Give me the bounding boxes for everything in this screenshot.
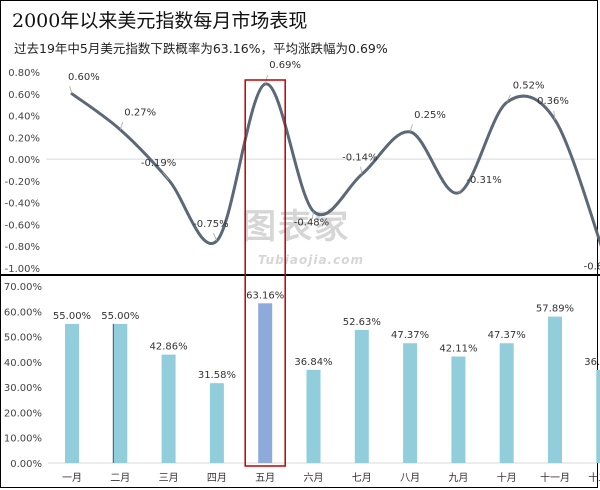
line-chart: 0.80% 0.60% 0.40% 0.20% 0.00% -0.20% -0.40% -0.… (5, 60, 600, 275)
bar-y-tick: 0.00% (10, 459, 42, 470)
line-data-label: -0.48% (294, 217, 329, 228)
line-data-label: -0.19% (141, 158, 176, 169)
line-series (70, 82, 600, 247)
line-data-label: 0.69% (269, 60, 301, 71)
bar (306, 369, 321, 463)
line-data-label: -0.85% (584, 262, 600, 273)
line-y-tick: -1.00% (5, 264, 40, 275)
line-y-tick: 0.60% (8, 90, 40, 101)
bar-y-tick: 10.00% (4, 434, 42, 445)
line-data-label: -0.14% (342, 152, 377, 163)
line-label-leader (311, 211, 314, 220)
line-label-leader (69, 85, 73, 94)
x-category-label: 三月 (159, 472, 179, 484)
line-data-label: 0.52% (513, 80, 545, 91)
bar-data-label: 31.58% (198, 370, 236, 381)
bar (258, 303, 273, 463)
bar-data-label: 52.63% (343, 317, 381, 328)
bar-data-label: 57.89% (536, 304, 574, 315)
chart-title: 2000年以来美元指数每月市场表现 (12, 10, 308, 32)
line-label-leader (360, 166, 363, 175)
bar-y-tick: 50.00% (4, 333, 42, 344)
bar-y-tick: 30.00% (4, 383, 42, 394)
bar-y-tick: 40.00% (4, 358, 42, 369)
watermark: 图表家 Tubiaojia.com (242, 207, 364, 267)
line-y-tick: -0.80% (5, 242, 40, 253)
bar-y-tick: 60.00% (4, 307, 42, 318)
bar (403, 343, 418, 463)
bar-data-label: 47.37% (488, 330, 526, 341)
line-label-leader (553, 111, 556, 120)
x-category-label: 十一月 (540, 471, 570, 484)
line-label-leader (162, 171, 169, 181)
highlight-box (244, 79, 286, 467)
x-category-label: 十月 (497, 471, 517, 484)
x-category-label: 一月 (62, 472, 82, 484)
x-category-label: 六月 (304, 472, 324, 484)
line-label-leader (506, 94, 511, 103)
line-data-label: -0.31% (466, 175, 501, 186)
x-category-label: 七月 (352, 472, 372, 484)
bar (113, 323, 128, 463)
bar-data-label: 55.00% (53, 311, 91, 322)
chart-subtitle: 过去19年中5月美元指数下跌概率为63.16%，平均涨跌幅为0.69% (14, 41, 388, 56)
line-data-label: 0.60% (68, 72, 100, 83)
line-data-label: -0.75% (193, 219, 228, 230)
line-label-leader (212, 232, 218, 241)
bar-data-label: 36.84% (294, 357, 332, 368)
panel-divider (0, 274, 600, 276)
line-label-leader (409, 124, 413, 133)
line-y-tick: -0.20% (5, 177, 40, 188)
bar (354, 329, 369, 463)
line-y-tick: -0.60% (5, 220, 40, 231)
line-data-label: 0.36% (537, 96, 569, 107)
bar (209, 383, 224, 463)
x-category-label: 二月 (110, 472, 130, 484)
line-y-tick: 0.80% (8, 68, 40, 79)
line-y-tick: -0.40% (5, 199, 40, 210)
x-category-label: 八月 (400, 472, 420, 484)
bar-data-label: 36.84% (584, 357, 600, 368)
bar (65, 323, 79, 463)
line-data-label: 0.27% (124, 108, 156, 119)
bar-y-tick: 20.00% (4, 408, 42, 419)
x-category-label: 九月 (448, 472, 468, 484)
bar-y-tick: 70.00% (4, 282, 42, 293)
line-data-label: 0.25% (414, 110, 446, 121)
bar-data-label: 63.16% (246, 290, 284, 301)
line-y-tick: 0.40% (8, 112, 40, 123)
line-label-leader (119, 121, 124, 130)
bar-data-label: 55.00% (101, 311, 139, 322)
bar-data-label: 42.11% (439, 344, 477, 355)
x-category-label: 十二月 (588, 471, 600, 484)
bar-data-label: 47.37% (391, 330, 429, 341)
bar (499, 343, 514, 463)
bar (451, 356, 466, 463)
line-label-leader (458, 187, 464, 194)
x-category-label: 四月 (207, 472, 227, 484)
bar-data-label: 42.86% (150, 342, 188, 353)
line-y-tick: 0.20% (8, 133, 40, 144)
bar (548, 316, 562, 463)
line-y-tick: 0.00% (8, 155, 40, 166)
bar (596, 369, 600, 463)
bar (161, 354, 176, 463)
watermark-sub: Tubiaojia.com (258, 253, 364, 267)
watermark-main: 图表家 (242, 207, 350, 247)
bar-chart: 70.00% 60.00% 50.00% 40.00% 30.00% 20.00% 10.0… (4, 282, 600, 484)
x-category-label: 五月 (255, 472, 275, 484)
